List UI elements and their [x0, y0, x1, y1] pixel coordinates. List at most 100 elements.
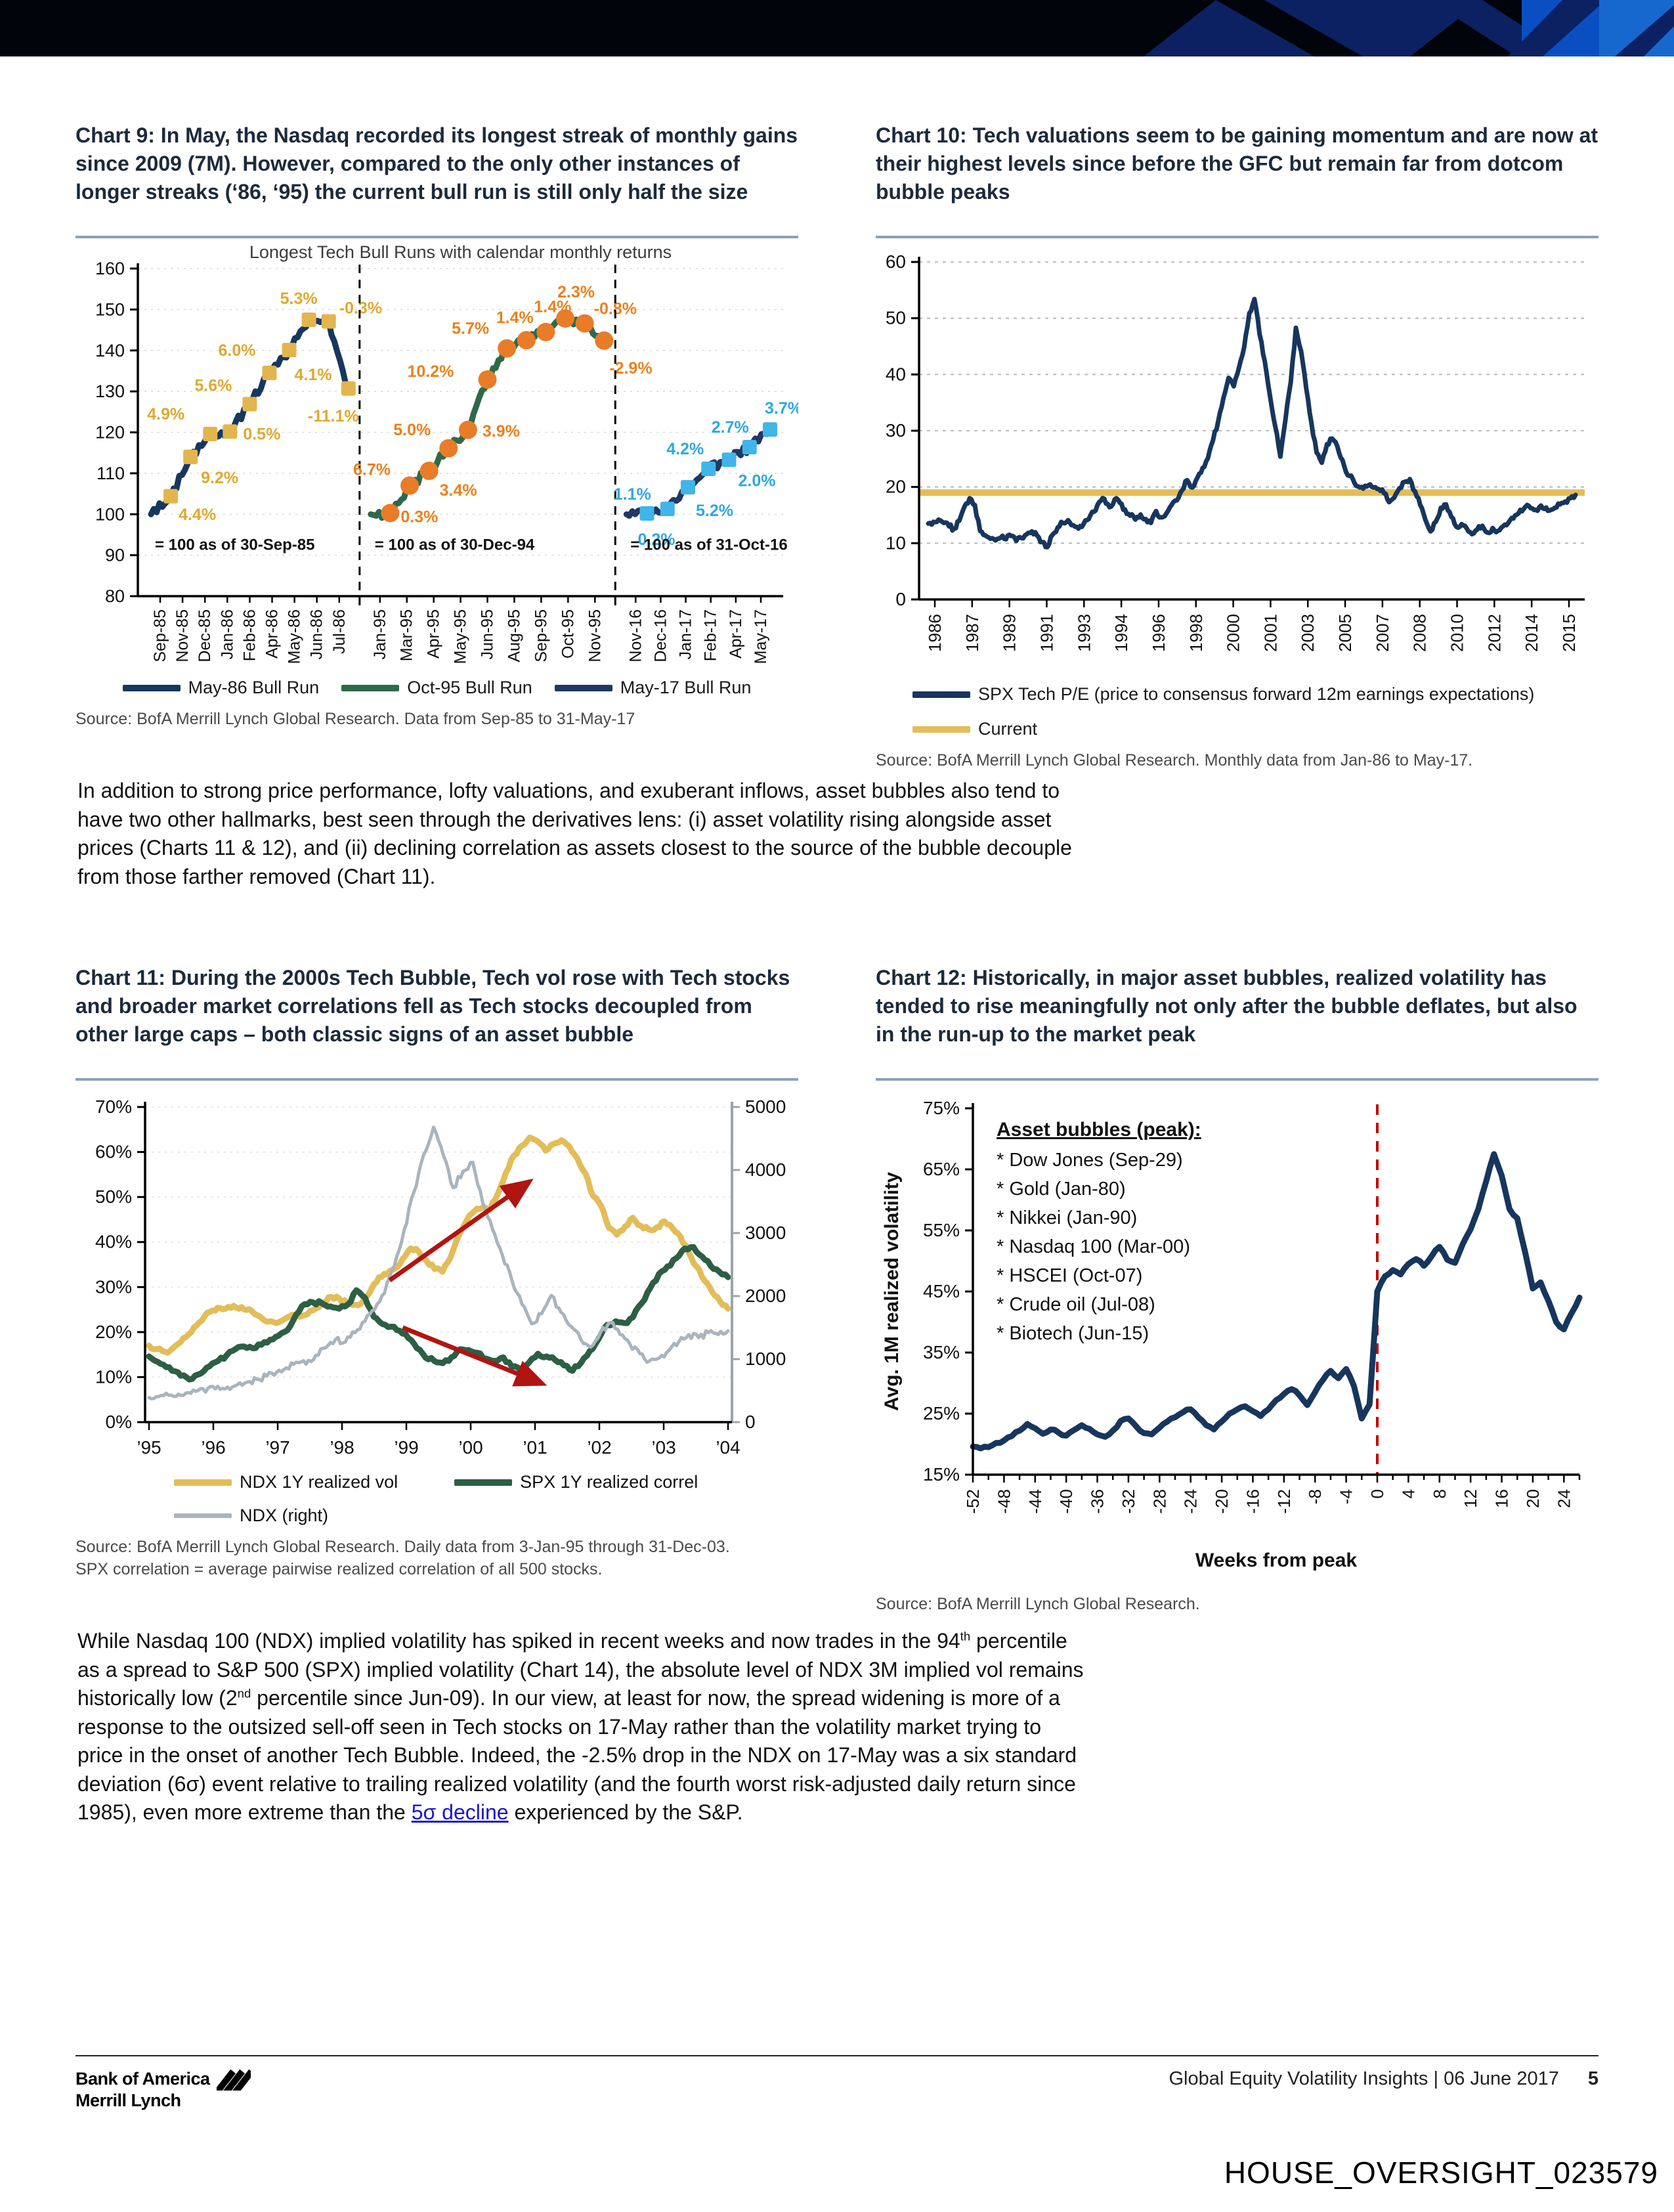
return-label: 5.0%	[393, 421, 431, 439]
legend-row: NDX (right)	[174, 1506, 798, 1526]
x-tick-label: Nov-85	[173, 609, 192, 662]
y-tick-label: 140	[95, 341, 125, 360]
footer-right: Global Equity Volatility Insights | 06 J…	[1169, 2068, 1599, 2090]
rebase-note: = 100 as of 31-Oct-16	[630, 536, 787, 554]
chart9-title: Chart 9: In May, the Nasdaq recorded its…	[75, 121, 798, 238]
data-marker	[223, 424, 238, 439]
x-tick-label: ’01	[523, 1437, 547, 1458]
legend-item: SPX Tech P/E (price to consensus forward…	[912, 684, 1534, 705]
data-marker	[556, 309, 575, 328]
y-tick-label: 45%	[923, 1281, 960, 1301]
y-tick-label: 10%	[95, 1366, 132, 1387]
legend-item: May-17 Bull Run	[554, 678, 752, 698]
rebase-note: = 100 as of 30-Dec-94	[375, 536, 535, 554]
data-marker	[742, 439, 757, 454]
x-tick-label: 2007	[1373, 614, 1392, 652]
chart12-svg: 15%25%35%45%55%65%75%-52 -48 -44 -40 -36 -32-…	[881, 1098, 1583, 1571]
x-tick-label: -24	[1181, 1489, 1201, 1514]
legend-item: SPX 1Y realized correl	[454, 1472, 698, 1492]
x-tick-label: May-95	[452, 609, 470, 664]
legend-item: May-86 Bull Run	[122, 678, 319, 698]
y-tick-label: 20%	[95, 1322, 132, 1342]
x-tick-label: -28	[1149, 1489, 1169, 1514]
footer: Bank of America Merrill Lynch Global Equ…	[75, 2068, 1599, 2111]
return-label: -0.3%	[339, 299, 382, 317]
x-tick-label: Sep-95	[532, 609, 550, 662]
chart11-title: Chart 11: During the 2000s Tech Bubble, …	[75, 964, 798, 1081]
x-tick-label: -8	[1305, 1489, 1325, 1504]
chart11-svg: 0% 10% 20% 30% 40% 50% 60% 70% 0 1000 2000 3000 4000…	[95, 1096, 786, 1458]
paragraph2-text: percentile since Jun-09). In our view, a…	[77, 1686, 1077, 1825]
x-tick-label: Jul-86	[330, 609, 349, 654]
legend-label: SPX Tech P/E (price to consensus forward…	[978, 684, 1535, 704]
data-marker	[660, 502, 675, 517]
return-label: 3.7%	[765, 399, 798, 418]
data-marker	[517, 331, 536, 350]
x-tick-label: -52	[963, 1489, 983, 1514]
rebase-note: = 100 as of 30-Sep-85	[155, 536, 314, 554]
chart9-figure: Longest Tech Bull Runs with calendar mon…	[75, 238, 802, 675]
y-tick-label: 120	[95, 423, 125, 443]
x-tick-label: 4	[1398, 1489, 1418, 1498]
legend-label: Oct-95 Bull Run	[407, 678, 532, 697]
chart11-figure: 0% 10% 20% 30% 40% 50% 60% 70% 0 1000 2000 3000 4000…	[75, 1081, 798, 1468]
five-sigma-decline-link[interactable]: 5σ decline	[411, 1800, 509, 1825]
report-title-date: Global Equity Volatility Insights | 06 J…	[1169, 2068, 1559, 2089]
return-label: 3.4%	[440, 481, 477, 500]
data-marker	[301, 312, 316, 327]
data-marker	[701, 462, 716, 477]
chart-row-2: Chart 11: During the 2000s Tech Bubble, …	[75, 964, 1599, 1616]
y-tick-label: 0	[895, 589, 906, 609]
y-tick-label: 50	[886, 308, 906, 328]
return-label: -2.9%	[609, 359, 652, 378]
x-tick-label: May-17	[752, 609, 770, 664]
x-tick-label: Sep-85	[151, 609, 169, 662]
x-tick-label: 1996	[1149, 614, 1169, 652]
chart12-block: Chart 12: Historically, in major asset b…	[876, 964, 1599, 1616]
x-tick-label: Apr-86	[263, 609, 281, 659]
y-tick-label: 25%	[923, 1403, 960, 1423]
legend-item: Current	[912, 719, 1037, 739]
chart11-source-line1: Source: BofA Merrill Lynch Global Resear…	[75, 1538, 730, 1556]
legend-item: NDX 1Y realized vol	[174, 1472, 398, 1492]
return-label: 5.6%	[194, 376, 232, 395]
x-tick-label: Jun-95	[479, 609, 497, 659]
data-marker	[381, 504, 400, 523]
right-y-tick-label: 4000	[745, 1160, 786, 1180]
y-tick-label: 80	[105, 586, 125, 606]
chart9-panel-oct-95-bull-run: 0.3%6.7%3.4%5.0% 3.9%10.2%5.7%1.4%1.4%2.3…	[353, 283, 653, 553]
data-marker	[639, 506, 655, 521]
x-tick-label: 8	[1430, 1489, 1449, 1498]
top-banner	[0, 0, 1674, 56]
return-label: 4.2%	[666, 440, 704, 458]
x-tick-label: 2015	[1559, 614, 1579, 652]
chart11-line-spx-1y-realized-correl	[146, 1244, 731, 1383]
legend-label: May-17 Bull Run	[620, 678, 752, 697]
x-tick-label: -44	[1025, 1489, 1045, 1514]
data-marker	[721, 452, 737, 467]
y-tick-label: 130	[95, 381, 125, 401]
x-tick-label: -48	[994, 1489, 1014, 1514]
y-tick-label: 75%	[923, 1098, 960, 1118]
x-tick-label: 1993	[1074, 614, 1094, 652]
data-marker	[478, 370, 497, 389]
x-tick-label: Apr-17	[727, 609, 745, 659]
y-axis-title: Avg. 1M realized volatility	[881, 1172, 903, 1411]
annotation-item: * Crude oil (Jul-08)	[997, 1294, 1155, 1315]
annotation-item: * Nikkei (Jan-90)	[997, 1207, 1137, 1228]
chart9-panel-may-17-bull-run: 0.2% 1.1% 5.2% 4.2% 2.0% 2.7% 3.7% = 100 as of …	[614, 399, 802, 554]
chart12-title: Chart 12: Historically, in major asset b…	[876, 964, 1599, 1081]
y-tick-label: 15%	[923, 1464, 960, 1485]
legend-label: NDX 1Y realized vol	[240, 1472, 398, 1492]
return-label: 9.2%	[201, 469, 238, 487]
x-tick-label: May-86	[286, 609, 304, 664]
paragraph2-text: While Nasdaq 100 (NDX) implied volatilit…	[77, 1629, 960, 1653]
x-tick-label: -20	[1212, 1489, 1232, 1514]
return-label: 3.9%	[483, 422, 520, 441]
x-tick-label: Feb-17	[702, 609, 720, 661]
y-tick-label: 20	[886, 477, 906, 497]
x-tick-label: -4	[1337, 1489, 1356, 1504]
footer-divider	[75, 2055, 1599, 2056]
data-marker	[203, 426, 218, 441]
superscript-nd: nd	[237, 1686, 251, 1701]
